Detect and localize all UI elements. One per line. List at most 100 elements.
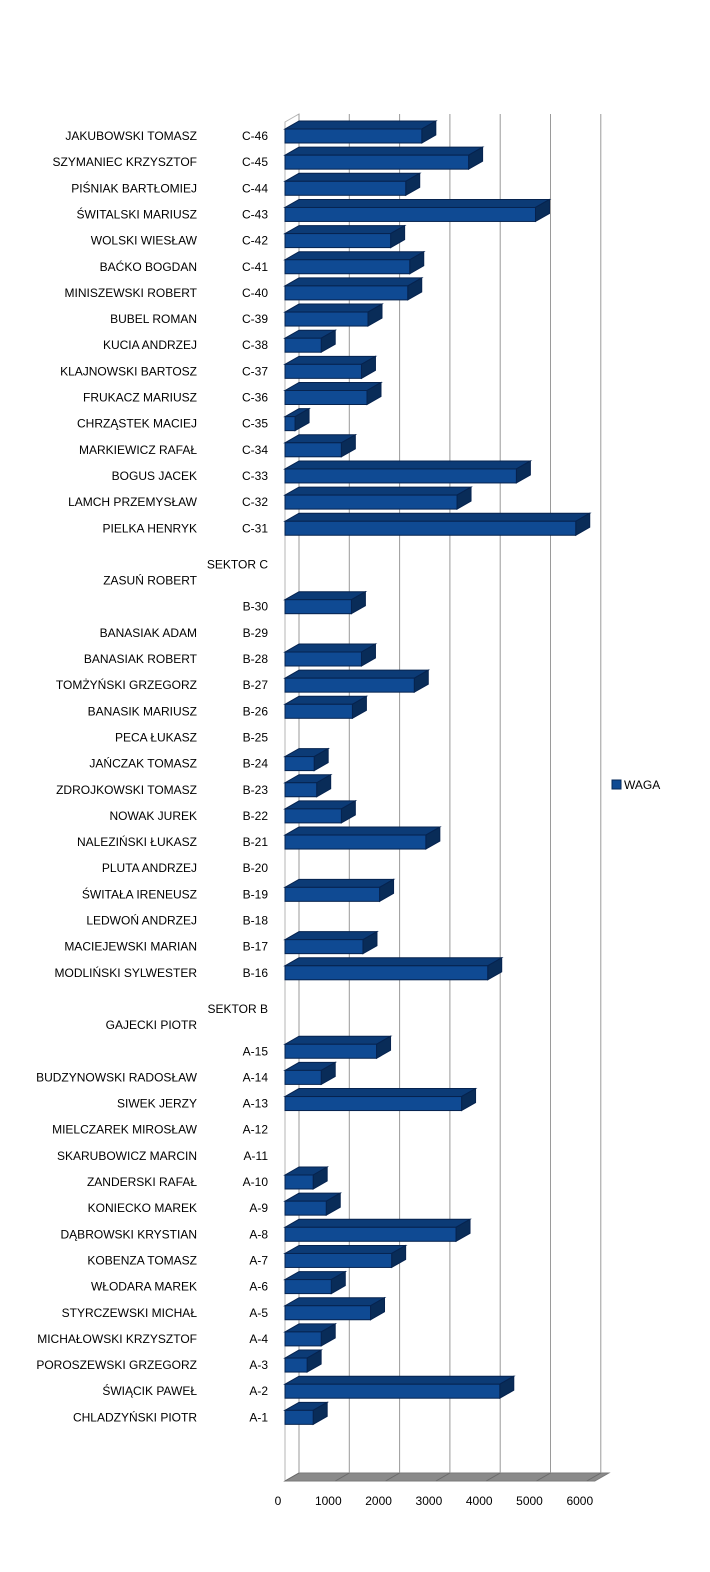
bar-top-48 — [283, 1375, 516, 1385]
bar-32 — [284, 965, 489, 981]
category-code-43: A-7 — [249, 1253, 268, 1267]
bar-37 — [284, 1096, 463, 1112]
category-name-13: BOGUS JACEK — [112, 469, 197, 483]
bar-2 — [284, 180, 407, 196]
sector-label-17: SEKTOR C — [207, 558, 268, 572]
bar-48 — [284, 1383, 501, 1399]
bar-top-2 — [283, 172, 422, 182]
category-code-5: C-41 — [242, 260, 268, 274]
bar-top-43 — [283, 1244, 408, 1254]
bar-top-4 — [283, 225, 407, 235]
bar-24 — [284, 756, 315, 772]
category-code-36: A-14 — [243, 1070, 269, 1084]
bar-top-6 — [283, 277, 424, 287]
bar-15 — [284, 520, 577, 536]
bar-top-20 — [283, 643, 378, 653]
category-code-9: C-37 — [242, 364, 268, 378]
category-code-49: A-1 — [249, 1410, 268, 1424]
bar-49 — [284, 1409, 314, 1425]
category-code-0: C-46 — [242, 129, 268, 143]
bar-18 — [284, 599, 352, 615]
category-name-37: SIWEK JERZY — [117, 1097, 197, 1111]
category-name-1: SZYMANIEC KRZYSZTOF — [53, 155, 197, 169]
bar-9 — [284, 363, 362, 379]
category-name-43: KOBENZA TOMASZ — [87, 1253, 197, 1267]
category-code-15: C-31 — [242, 521, 268, 535]
category-name-5: BAĆKO BOGDAN — [100, 259, 197, 274]
bar-42 — [284, 1226, 457, 1242]
bar-35 — [284, 1043, 378, 1059]
bar-top-31 — [283, 931, 379, 941]
category-name-10: FRUKACZ MARIUSZ — [83, 391, 197, 405]
category-code-23: B-25 — [243, 730, 269, 744]
category-code-22: B-26 — [243, 704, 269, 718]
bar-46 — [284, 1331, 322, 1347]
bar-47 — [284, 1357, 308, 1373]
category-code-4: C-42 — [242, 234, 268, 248]
category-name-12: MARKIEWICZ RAFAŁ — [79, 443, 197, 457]
x-tick-label-5: 5000 — [516, 1494, 543, 1508]
bar-top-10 — [283, 382, 383, 391]
bar-22 — [284, 703, 353, 719]
bar-top-29 — [283, 878, 396, 888]
category-name-11: CHRZĄSTEK MACIEJ — [77, 417, 197, 431]
bar-36 — [284, 1069, 322, 1085]
legend: WAGA — [611, 778, 660, 792]
category-code-30: B-18 — [243, 914, 269, 928]
bar-0 — [284, 128, 423, 144]
category-name-39: SKARUBOWICZ MARCIN — [57, 1149, 197, 1163]
category-name-19: BANASIAK ADAM — [100, 626, 197, 640]
x-tick-label-3: 3000 — [416, 1494, 443, 1508]
bar-top-1 — [283, 146, 485, 156]
category-name-32: MODLIŃSKI SYLWESTER — [55, 965, 198, 980]
category-code-21: B-27 — [243, 678, 269, 692]
category-code-14: C-32 — [242, 495, 268, 509]
bar-11 — [284, 416, 296, 432]
floor-gridline-5 — [536, 1472, 551, 1482]
category-code-47: A-3 — [249, 1358, 268, 1372]
bar-21 — [284, 677, 415, 693]
category-code-41: A-9 — [249, 1201, 268, 1215]
category-name-42: DĄBROWSKI KRYSTIAN — [61, 1227, 197, 1241]
category-name-40: ZANDERSKI RAFAŁ — [87, 1175, 197, 1189]
category-code-44: A-6 — [249, 1280, 268, 1294]
category-name-27: NALEZIŃSKI ŁUKASZ — [77, 834, 197, 849]
bar-top-5 — [283, 251, 426, 261]
category-code-25: B-23 — [243, 783, 269, 797]
bar-7 — [284, 311, 369, 327]
category-name-38: MIELCZAREK MIROSŁAW — [52, 1123, 198, 1137]
x-tick-label-1: 1000 — [315, 1494, 342, 1508]
bar-29 — [284, 886, 381, 902]
category-code-8: C-38 — [242, 338, 268, 352]
bar-6 — [284, 285, 409, 301]
category-code-26: B-22 — [243, 809, 269, 823]
bars — [283, 120, 592, 1426]
bar-40 — [284, 1174, 314, 1190]
category-name-3: ŚWITALSKI MARIUSZ — [77, 206, 197, 221]
floor-gridline-1 — [335, 1472, 350, 1482]
bar-top-14 — [283, 486, 473, 496]
category-code-31: B-17 — [243, 940, 269, 954]
x-tick-label-0: 0 — [275, 1494, 282, 1508]
bar-top-15 — [283, 512, 592, 522]
category-name-44: WŁODARA MAREK — [91, 1280, 197, 1294]
category-code-29: B-19 — [243, 887, 269, 901]
category-code-12: C-34 — [242, 443, 268, 457]
category-name-46: MICHAŁOWSKI KRZYSZTOF — [37, 1332, 197, 1346]
bar-top-9 — [283, 355, 378, 365]
category-code-46: A-4 — [249, 1332, 268, 1346]
bar-13 — [284, 468, 517, 484]
bar-43 — [284, 1252, 393, 1268]
category-name-49: CHLADZYŃSKI PIOTR — [73, 1409, 197, 1424]
floor-gridline-2 — [385, 1472, 400, 1482]
category-name-9: KLAJNOWSKI BARTOSZ — [60, 364, 197, 378]
bar-10 — [284, 390, 368, 405]
category-name-47: POROSZEWSKI GRZEGORZ — [36, 1358, 197, 1372]
category-name-14: LAMCH PRZEMYSŁAW — [68, 495, 198, 509]
category-code-19: B-29 — [243, 626, 269, 640]
category-name-34: GAJECKI PIOTR — [106, 1018, 198, 1032]
bar-31 — [284, 939, 364, 955]
bar-top-7 — [283, 303, 384, 313]
